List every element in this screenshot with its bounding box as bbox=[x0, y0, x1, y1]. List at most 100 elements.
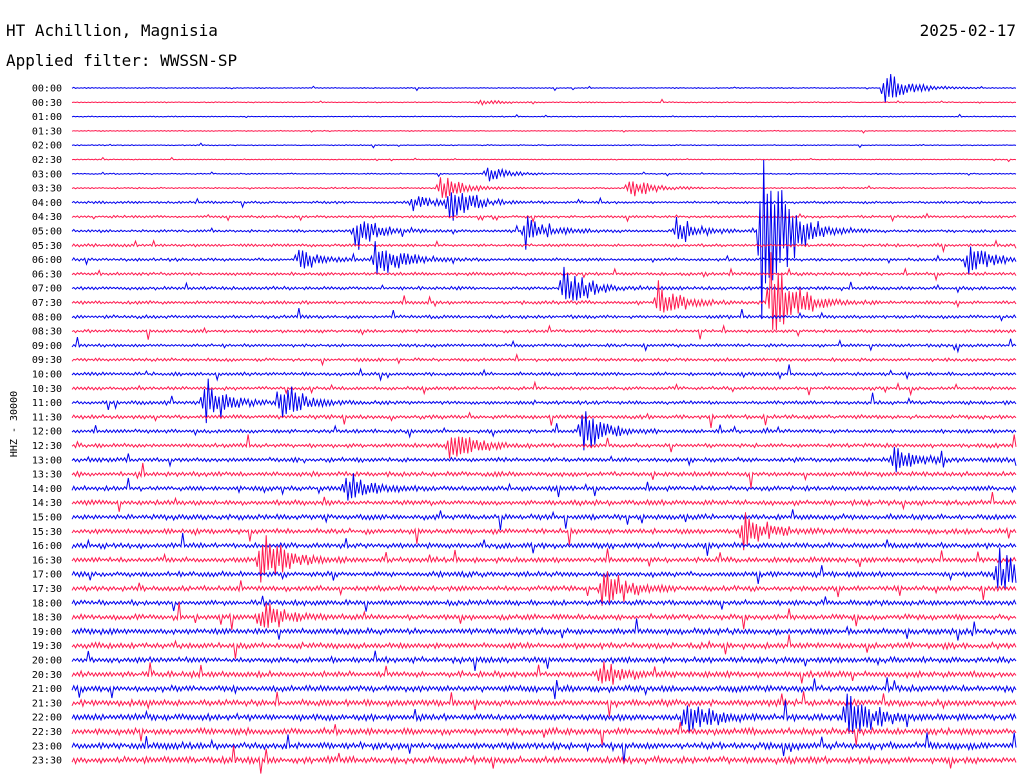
time-tick-label: 08:30 bbox=[32, 327, 62, 338]
time-tick-label: 21:00 bbox=[32, 684, 62, 695]
trace-line-0330 bbox=[71, 177, 1017, 198]
trace-line-1130 bbox=[71, 411, 1017, 428]
trace-line-1400 bbox=[71, 473, 1017, 501]
time-tick-label: 06:00 bbox=[32, 255, 62, 266]
trace-line-0500 bbox=[71, 159, 1017, 318]
time-tick-label: 00:30 bbox=[32, 98, 62, 109]
station-title: HT Achillion, Magnisia bbox=[6, 21, 218, 40]
time-tick-label: 19:00 bbox=[32, 627, 62, 638]
time-tick-label: 23:00 bbox=[32, 741, 62, 752]
trace-line-2300 bbox=[71, 732, 1017, 764]
filter-label: Applied filter: WWSSN-SP bbox=[6, 51, 237, 70]
trace-line-0000 bbox=[71, 74, 1017, 103]
time-tick-label: 01:30 bbox=[32, 126, 62, 137]
trace-line-1300 bbox=[71, 447, 1017, 473]
time-tick-label: 23:30 bbox=[32, 756, 62, 767]
trace-line-1600 bbox=[71, 532, 1017, 556]
trace-group bbox=[71, 74, 1017, 774]
trace-line-0130 bbox=[71, 129, 1017, 134]
time-tick-label: 06:30 bbox=[32, 269, 62, 280]
time-tick-label: 05:00 bbox=[32, 227, 62, 238]
trace-line-0930 bbox=[71, 352, 1017, 367]
time-tick-label: 20:30 bbox=[32, 670, 62, 681]
time-tick-label: 11:00 bbox=[32, 398, 62, 409]
time-tick-label: 12:00 bbox=[32, 427, 62, 438]
trace-line-1800 bbox=[71, 595, 1017, 612]
time-tick-label: 16:30 bbox=[32, 555, 62, 566]
trace-line-0430 bbox=[71, 212, 1017, 224]
time-tick-label: 03:30 bbox=[32, 184, 62, 195]
time-tick-label: 18:00 bbox=[32, 598, 62, 609]
time-tick-label: 09:00 bbox=[32, 341, 62, 352]
trace-line-1530 bbox=[71, 512, 1017, 551]
trace-line-0700 bbox=[71, 266, 1017, 301]
time-tick-label: 01:00 bbox=[32, 112, 62, 123]
trace-line-2200 bbox=[71, 693, 1017, 735]
time-tick-label: 16:00 bbox=[32, 541, 62, 552]
date-label: 2025-02-17 bbox=[920, 21, 1016, 40]
trace-line-0530 bbox=[71, 239, 1017, 254]
time-tick-label: 17:30 bbox=[32, 584, 62, 595]
trace-line-0230 bbox=[71, 156, 1017, 163]
trace-line-1730 bbox=[71, 571, 1017, 606]
trace-line-1200 bbox=[71, 411, 1017, 451]
trace-line-1330 bbox=[71, 462, 1017, 489]
trace-line-2230 bbox=[71, 722, 1017, 746]
time-tick-label: 07:30 bbox=[32, 298, 62, 309]
time-tick-label: 05:30 bbox=[32, 241, 62, 252]
trace-line-1830 bbox=[71, 601, 1017, 630]
trace-line-0630 bbox=[71, 267, 1017, 282]
time-tick-label: 18:30 bbox=[32, 613, 62, 624]
time-tick-label: 20:00 bbox=[32, 656, 62, 667]
trace-line-1700 bbox=[71, 547, 1017, 589]
time-tick-label: 10:00 bbox=[32, 370, 62, 381]
trace-line-1430 bbox=[71, 492, 1017, 512]
time-tick-label: 13:00 bbox=[32, 455, 62, 466]
time-tick-label: 17:00 bbox=[32, 570, 62, 581]
time-tick-label: 14:30 bbox=[32, 498, 62, 509]
time-tick-label: 15:00 bbox=[32, 513, 62, 524]
trace-line-1100 bbox=[71, 378, 1017, 424]
trace-line-0400 bbox=[71, 192, 1017, 221]
time-tick-label: 21:30 bbox=[32, 698, 62, 709]
trace-line-1000 bbox=[71, 364, 1017, 382]
time-tick-label: 02:30 bbox=[32, 155, 62, 166]
channel-axis-label: HHZ - 30000 bbox=[9, 391, 20, 457]
time-tick-label: 12:30 bbox=[32, 441, 62, 452]
time-tick-label: 07:00 bbox=[32, 284, 62, 295]
trace-line-0830 bbox=[71, 324, 1017, 340]
trace-line-1900 bbox=[71, 618, 1017, 641]
trace-line-0300 bbox=[71, 167, 1017, 182]
time-tick-label: 08:00 bbox=[32, 312, 62, 323]
trace-line-2100 bbox=[71, 677, 1017, 700]
trace-line-2330 bbox=[71, 745, 1017, 774]
time-tick-label: 22:00 bbox=[32, 713, 62, 724]
trace-line-0900 bbox=[71, 337, 1017, 354]
time-tick-label: 10:30 bbox=[32, 384, 62, 395]
trace-line-1930 bbox=[71, 634, 1017, 659]
trace-line-0800 bbox=[71, 308, 1017, 322]
time-tick-label: 04:30 bbox=[32, 212, 62, 223]
trace-line-0200 bbox=[71, 142, 1017, 149]
trace-line-1630 bbox=[71, 535, 1017, 583]
trace-line-1030 bbox=[71, 380, 1017, 397]
time-tick-label: 22:30 bbox=[32, 727, 62, 738]
time-tick-label: 03:00 bbox=[32, 169, 62, 180]
trace-line-1230 bbox=[71, 434, 1017, 459]
tick-label-group: 00:00 00:30 01:00 01:30 02:00 02:30 03:00 03:30… bbox=[32, 84, 62, 767]
trace-line-0030 bbox=[71, 98, 1017, 107]
time-tick-label: 19:30 bbox=[32, 641, 62, 652]
time-tick-label: 04:00 bbox=[32, 198, 62, 209]
trace-line-1500 bbox=[71, 509, 1017, 531]
time-tick-label: 13:30 bbox=[32, 470, 62, 481]
trace-line-2030 bbox=[71, 661, 1017, 685]
time-tick-label: 02:00 bbox=[32, 141, 62, 152]
time-tick-label: 09:30 bbox=[32, 355, 62, 366]
trace-line-2000 bbox=[71, 650, 1017, 671]
time-tick-label: 00:00 bbox=[32, 84, 62, 95]
trace-line-0730 bbox=[71, 252, 1017, 331]
time-tick-label: 15:30 bbox=[32, 527, 62, 538]
time-tick-label: 14:00 bbox=[32, 484, 62, 495]
time-tick-label: 11:30 bbox=[32, 412, 62, 423]
